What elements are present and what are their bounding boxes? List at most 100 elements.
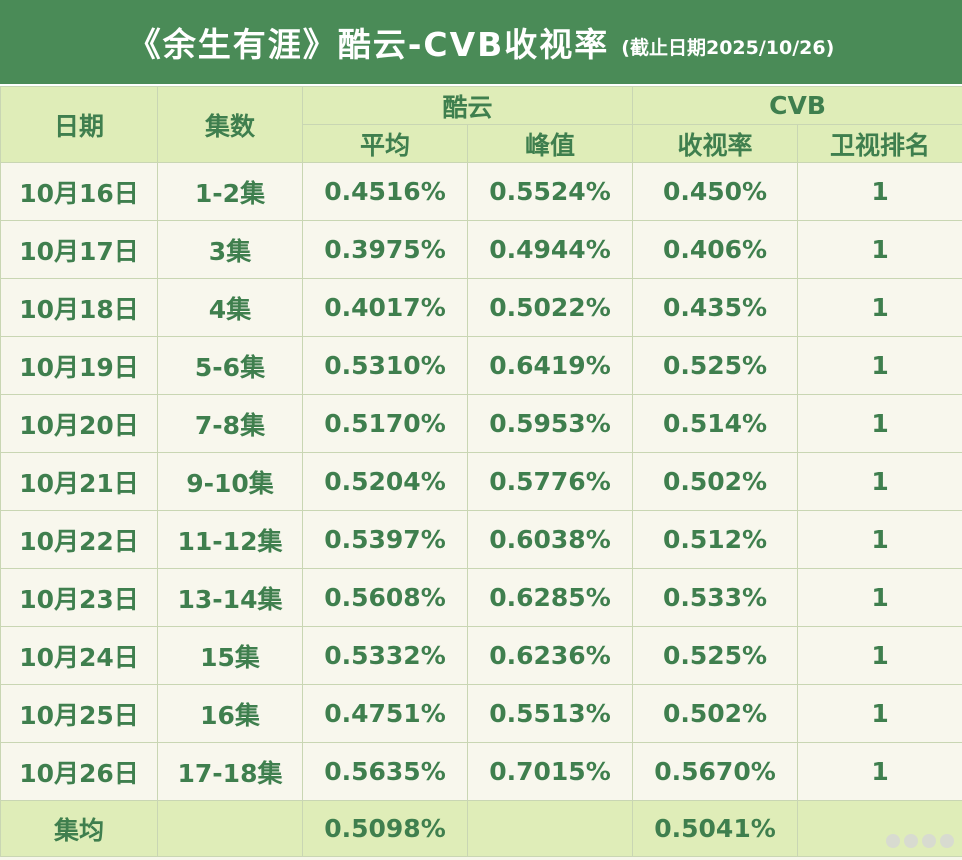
cell-date: 10月23日 [0, 568, 158, 627]
table-row: 10月19日 5-6集 0.5310% 0.6419% 0.525% 1 [0, 336, 962, 395]
table-row: 10月25日 16集 0.4751% 0.5513% 0.502% 1 [0, 684, 962, 743]
cell-rank: 1 [797, 452, 962, 511]
cell-episodes: 1-2集 [157, 162, 303, 221]
cell-kuyun-peak: 0.4944% [466, 220, 634, 279]
cell-episodes: 9-10集 [157, 452, 303, 511]
cell-kuyun-avg: 0.5397% [302, 510, 468, 569]
header-row-1: 日期 集数 酷云 CVB [0, 86, 962, 163]
dot-icon [922, 834, 936, 848]
cell-kuyun-peak: 0.6285% [466, 568, 634, 627]
cell-cvb-rating: 0.525% [632, 626, 799, 685]
cell-kuyun-avg: 0.5170% [302, 394, 468, 453]
cell-episodes: 13-14集 [157, 568, 303, 627]
cell-cvb-rating: 0.514% [632, 394, 799, 453]
cell-episodes: 4集 [157, 278, 303, 337]
cell-date: 10月21日 [0, 452, 158, 511]
dot-icon [886, 834, 900, 848]
cell-cvb-rating: 0.450% [632, 162, 799, 221]
cell-average-cvb: 0.5041% [632, 800, 799, 857]
header-date: 日期 [0, 86, 158, 163]
table-row: 10月26日 17-18集 0.5635% 0.7015% 0.5670% 1 [0, 742, 962, 801]
cell-rank: 1 [797, 742, 962, 801]
cell-rank: 1 [797, 220, 962, 279]
cell-date: 10月22日 [0, 510, 158, 569]
cell-date: 10月20日 [0, 394, 158, 453]
cell-rank: 1 [797, 626, 962, 685]
header-avg: 平均 [302, 124, 468, 163]
cell-rank: 1 [797, 336, 962, 395]
header-kuyun: 酷云 [301, 86, 634, 125]
cell-kuyun-peak: 0.6038% [466, 510, 634, 569]
cell-kuyun-avg: 0.4017% [302, 278, 468, 337]
table-row: 10月16日 1-2集 0.4516% 0.5524% 0.450% 1 [0, 162, 962, 221]
title-bar: 《余生有涯》酷云-CVB收视率 (截止日期2025/10/26) [0, 0, 962, 86]
average-row: 集均 0.5098% 0.5041% [0, 800, 962, 857]
cell-date: 10月24日 [0, 626, 158, 685]
cell-cvb-rating: 0.502% [632, 452, 799, 511]
cell-date: 10月18日 [0, 278, 158, 337]
cell-cvb-rating: 0.525% [632, 336, 799, 395]
cell-episodes: 16集 [157, 684, 303, 743]
cell-cvb-rating: 0.512% [632, 510, 799, 569]
table-row: 10月24日 15集 0.5332% 0.6236% 0.525% 1 [0, 626, 962, 685]
cell-date: 10月17日 [0, 220, 158, 279]
cell-rank: 1 [797, 162, 962, 221]
cell-empty [157, 800, 303, 857]
cell-rank: 1 [797, 394, 962, 453]
cell-average-label: 集均 [0, 800, 158, 857]
cell-kuyun-avg: 0.5332% [302, 626, 468, 685]
header-rank: 卫视排名 [797, 124, 962, 163]
cell-kuyun-avg: 0.4751% [302, 684, 468, 743]
header-peak: 峰值 [466, 124, 634, 163]
cell-episodes: 3集 [157, 220, 303, 279]
cell-cvb-rating: 0.5670% [632, 742, 799, 801]
cell-rank: 1 [797, 568, 962, 627]
ratings-table: 日期 集数 酷云 CVB 平均 峰值 收视率 卫视排名 10月16日 1-2集 … [0, 86, 962, 857]
cell-cvb-rating: 0.533% [632, 568, 799, 627]
cell-kuyun-peak: 0.5022% [466, 278, 634, 337]
cell-date: 10月25日 [0, 684, 158, 743]
cell-kuyun-avg: 0.5204% [302, 452, 468, 511]
cell-kuyun-avg: 0.4516% [302, 162, 468, 221]
watermark-dots [886, 834, 954, 848]
cell-kuyun-peak: 0.7015% [466, 742, 634, 801]
dot-icon [904, 834, 918, 848]
cell-rank: 1 [797, 278, 962, 337]
cell-kuyun-peak: 0.5524% [466, 162, 634, 221]
cell-kuyun-avg: 0.3975% [302, 220, 468, 279]
header-rating: 收视率 [632, 124, 799, 163]
header-row-2: 平均 峰值 收视率 卫视排名 [1, 124, 962, 163]
cell-kuyun-peak: 0.6236% [466, 626, 634, 685]
cell-kuyun-avg: 0.5608% [302, 568, 468, 627]
table-row: 10月23日 13-14集 0.5608% 0.6285% 0.533% 1 [0, 568, 962, 627]
table-row: 10月17日 3集 0.3975% 0.4944% 0.406% 1 [0, 220, 962, 279]
cell-episodes: 7-8集 [157, 394, 303, 453]
table-row: 10月18日 4集 0.4017% 0.5022% 0.435% 1 [0, 278, 962, 337]
table-row: 10月21日 9-10集 0.5204% 0.5776% 0.502% 1 [0, 452, 962, 511]
cell-cvb-rating: 0.435% [632, 278, 799, 337]
cell-kuyun-peak: 0.5513% [466, 684, 634, 743]
cell-kuyun-peak: 0.6419% [466, 336, 634, 395]
header-episodes: 集数 [157, 86, 303, 163]
cell-episodes: 5-6集 [157, 336, 303, 395]
header-cvb: CVB [632, 86, 962, 125]
cell-average-kuyun: 0.5098% [302, 800, 468, 857]
cell-cvb-rating: 0.502% [632, 684, 799, 743]
cell-date: 10月19日 [0, 336, 158, 395]
table-row: 10月22日 11-12集 0.5397% 0.6038% 0.512% 1 [0, 510, 962, 569]
cell-cvb-rating: 0.406% [632, 220, 799, 279]
cell-empty [466, 800, 634, 857]
cutoff-date-note: (截止日期2025/10/26) [621, 36, 835, 59]
table-row: 10月20日 7-8集 0.5170% 0.5953% 0.514% 1 [0, 394, 962, 453]
cell-empty [797, 800, 962, 857]
cell-episodes: 15集 [157, 626, 303, 685]
cell-episodes: 11-12集 [157, 510, 303, 569]
cell-rank: 1 [797, 510, 962, 569]
cell-date: 10月26日 [0, 742, 158, 801]
page-title: 《余生有涯》酷云-CVB收视率 [127, 25, 610, 64]
cell-kuyun-peak: 0.5776% [466, 452, 634, 511]
cell-kuyun-avg: 0.5635% [302, 742, 468, 801]
cell-rank: 1 [797, 684, 962, 743]
cell-date: 10月16日 [0, 162, 158, 221]
dot-icon [940, 834, 954, 848]
